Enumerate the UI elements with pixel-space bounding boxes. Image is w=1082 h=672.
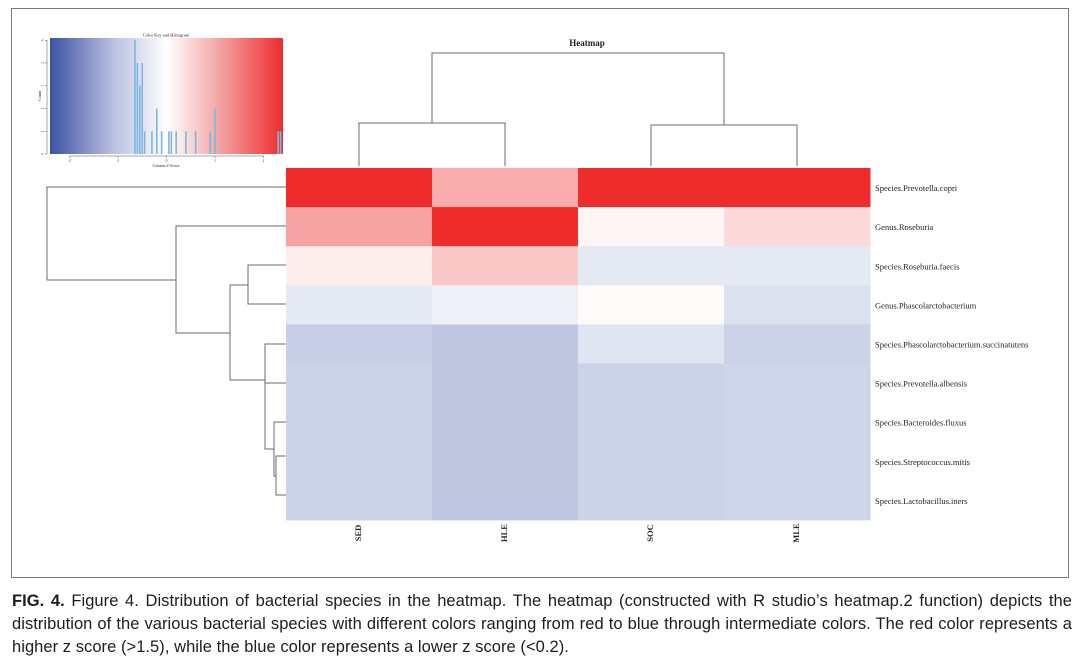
column-dendrogram xyxy=(358,52,798,166)
column-dendrogram-root xyxy=(431,52,725,125)
heatmap-cell xyxy=(286,324,433,364)
column-label: MLE xyxy=(791,523,801,543)
heatmap-cell xyxy=(432,207,579,247)
heatmap-cell xyxy=(432,402,579,443)
row-label: Genus.Phascolarctobacterium xyxy=(875,300,977,310)
heatmap-cell xyxy=(578,480,725,521)
color-key: Color Key and Histogram -2 -1 0 1 2 0 1 2 3 4 5 C… xyxy=(37,33,283,168)
y-tick-label: 5 xyxy=(41,39,45,41)
color-key-x-ticks: -2 -1 0 1 2 xyxy=(68,155,265,163)
row-dendrogram xyxy=(46,186,286,496)
heatmap-cell xyxy=(724,480,871,521)
heatmap-cell xyxy=(724,207,871,247)
row-label: Species.Prevotella.albensis xyxy=(875,379,967,389)
color-key-y-ticks: 0 1 2 3 4 5 xyxy=(41,39,48,155)
heatmap-cell xyxy=(432,168,579,208)
heatmap-cell xyxy=(286,246,433,286)
caption-label: FIG. 4. xyxy=(12,592,65,610)
column-label: SED xyxy=(353,525,363,542)
x-tick-label: 2 xyxy=(263,159,265,163)
y-tick-label: 4 xyxy=(41,62,45,64)
y-tick-label: 1 xyxy=(41,130,45,132)
row-label: Species.Phascolarctobacterium.succinatut… xyxy=(875,339,1028,349)
caption-text: Figure 4. Distribution of bacterial spec… xyxy=(12,592,1073,656)
heatmap-cells xyxy=(286,168,871,521)
heatmap-cell xyxy=(286,441,433,482)
x-tick-label: -2 xyxy=(68,159,71,163)
heatmap-cell xyxy=(724,285,871,325)
x-tick-label: -1 xyxy=(116,159,119,163)
heatmap-cell xyxy=(724,324,871,364)
color-key-histogram xyxy=(134,40,282,154)
row-label: Genus.Roseburia xyxy=(875,222,934,232)
color-key-title: Color Key and Histogram xyxy=(143,33,190,38)
row-dendrogram-branch xyxy=(264,382,286,450)
y-tick-label: 0 xyxy=(41,153,45,155)
row-dendrogram-root xyxy=(46,186,286,281)
heatmap-cell xyxy=(286,285,433,325)
row-labels: Species.Prevotella.copri Genus.Roseburia S… xyxy=(875,183,1028,506)
column-dendrogram-branch xyxy=(650,124,798,166)
row-dendrogram-branch xyxy=(275,455,286,496)
heatmap-cell xyxy=(578,363,725,404)
heatmap-cell xyxy=(432,363,579,404)
heatmap-cell xyxy=(578,402,725,443)
heatmap-cell xyxy=(432,285,579,325)
heatmap-cell xyxy=(724,363,871,404)
heatmap-cell xyxy=(578,207,725,247)
heatmap-cell xyxy=(286,207,433,247)
column-label: SOC xyxy=(645,524,655,541)
heatmap-cell xyxy=(578,246,725,286)
row-label: Species.Streptococcus.mitis xyxy=(875,457,970,467)
heatmap-cell xyxy=(286,480,433,521)
row-dendrogram-branch xyxy=(264,343,286,416)
column-label: HLE xyxy=(499,524,509,542)
heatmap-cell xyxy=(432,246,579,286)
row-dendrogram-branch xyxy=(175,225,286,334)
heatmap-cell xyxy=(578,441,725,482)
heatmap-cell xyxy=(432,441,579,482)
heatmap-cell xyxy=(432,324,579,364)
row-label: Species.Bacteroides.fluxus xyxy=(875,418,967,428)
color-key-ylabel: Count xyxy=(37,90,42,101)
heatmap-cell xyxy=(286,168,433,208)
column-labels: SED HLE SOC MLE xyxy=(353,523,801,543)
y-tick-label: 2 xyxy=(41,107,45,109)
y-tick-label: 3 xyxy=(41,85,45,87)
figure-caption: FIG. 4. Figure 4. Distribution of bacter… xyxy=(12,590,1072,659)
heatmap-cell xyxy=(724,402,871,443)
heatmap-cell xyxy=(286,363,433,404)
heatmap-figure: Color Key and Histogram -2 -1 0 1 2 0 1 2 3 4 5 C… xyxy=(37,33,1028,543)
x-tick-label: 0 xyxy=(166,159,168,163)
heatmap-cell xyxy=(578,285,725,325)
row-label: Species.Prevotella.copri xyxy=(875,183,958,193)
color-key-xlabel: Column Z-Score xyxy=(153,163,180,168)
heatmap-cell xyxy=(724,441,871,482)
heatmap-title: Heatmap xyxy=(569,38,605,48)
heatmap-cell xyxy=(578,324,725,364)
heatmap-cell xyxy=(578,168,725,208)
heatmap-cell xyxy=(286,402,433,443)
column-dendrogram-branch xyxy=(358,122,506,166)
row-dendrogram-branch xyxy=(247,264,286,305)
x-tick-label: 1 xyxy=(214,159,216,163)
row-label: Species.Roseburia.faecis xyxy=(875,261,960,271)
heatmap-cell xyxy=(724,246,871,286)
row-label: Species.Lactobacillus.iners xyxy=(875,496,968,506)
heatmap-cell xyxy=(724,168,871,208)
color-key-gradient xyxy=(50,38,283,154)
heatmap-cell xyxy=(432,480,579,521)
